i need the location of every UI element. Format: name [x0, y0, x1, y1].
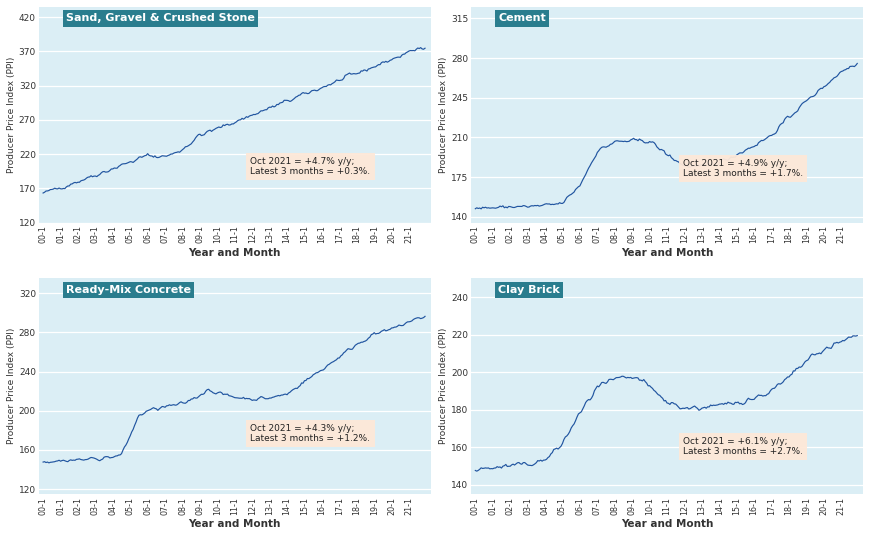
Text: Oct 2021 = +4.9% y/y;
Latest 3 months = +1.7%.: Oct 2021 = +4.9% y/y; Latest 3 months = … — [682, 159, 802, 178]
X-axis label: Year and Month: Year and Month — [189, 519, 281, 529]
Text: Oct 2021 = +4.3% y/y;
Latest 3 months = +1.2%.: Oct 2021 = +4.3% y/y; Latest 3 months = … — [250, 424, 370, 443]
X-axis label: Year and Month: Year and Month — [620, 519, 713, 529]
Text: Ready-Mix Concrete: Ready-Mix Concrete — [66, 285, 191, 295]
Y-axis label: Producer Price Index (PPI): Producer Price Index (PPI) — [7, 328, 16, 444]
Y-axis label: Producer Price Index (PPI): Producer Price Index (PPI) — [7, 57, 16, 173]
Text: Oct 2021 = +4.7% y/y;
Latest 3 months = +0.3%.: Oct 2021 = +4.7% y/y; Latest 3 months = … — [250, 157, 370, 176]
Text: Cement: Cement — [498, 13, 546, 24]
Text: Oct 2021 = +6.1% y/y;
Latest 3 months = +2.7%.: Oct 2021 = +6.1% y/y; Latest 3 months = … — [682, 437, 802, 456]
Text: Clay Brick: Clay Brick — [498, 285, 560, 295]
Text: Sand, Gravel & Crushed Stone: Sand, Gravel & Crushed Stone — [66, 13, 255, 24]
X-axis label: Year and Month: Year and Month — [189, 248, 281, 258]
Y-axis label: Producer Price Index (PPI): Producer Price Index (PPI) — [439, 57, 448, 173]
X-axis label: Year and Month: Year and Month — [620, 248, 713, 258]
Y-axis label: Producer Price Index (PPI): Producer Price Index (PPI) — [439, 328, 448, 444]
